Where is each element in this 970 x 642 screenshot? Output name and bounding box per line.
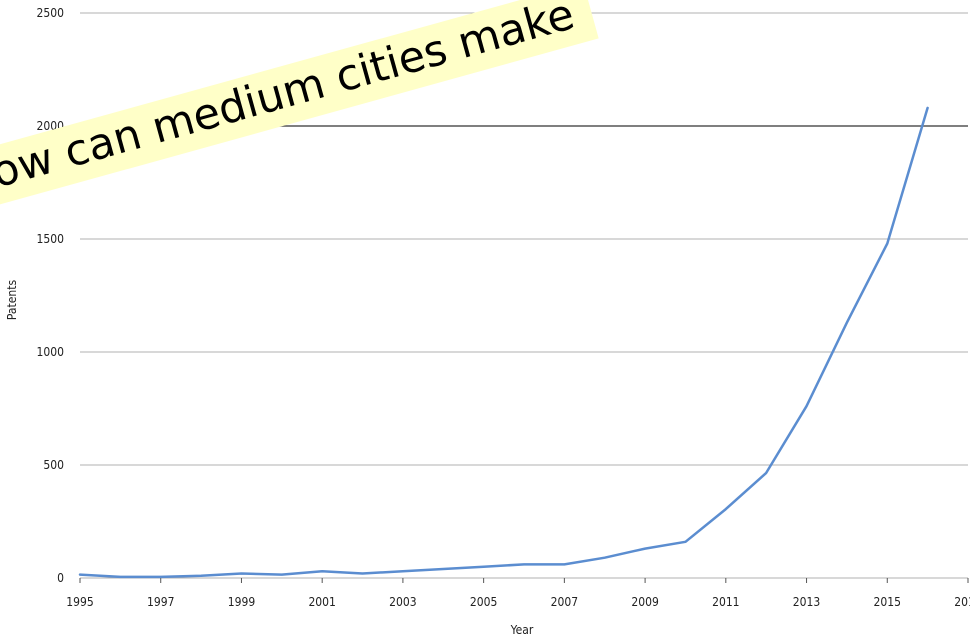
y-axis-title: Patents xyxy=(5,280,19,321)
x-tick-label: 2005 xyxy=(470,595,497,609)
series-layer xyxy=(78,106,929,579)
y-tick-label: 1500 xyxy=(37,232,65,246)
x-tick-label: 2001 xyxy=(308,595,335,609)
y-tick-label: 2500 xyxy=(37,6,65,20)
y-tick-label: 1000 xyxy=(37,345,65,359)
x-tick-label: 2017 xyxy=(954,595,970,609)
x-tick-label: 1999 xyxy=(228,595,256,609)
x-tick-label: 1995 xyxy=(66,595,93,609)
x-tick-label: 1997 xyxy=(147,595,174,609)
x-tick-label: 2003 xyxy=(389,595,416,609)
x-tick-label: 2011 xyxy=(712,595,739,609)
x-tick-label: 2015 xyxy=(874,595,901,609)
series-line xyxy=(78,106,929,579)
x-tick-label: 2007 xyxy=(551,595,578,609)
y-tick-label: 500 xyxy=(43,458,64,472)
x-axis-title: Year xyxy=(510,623,534,637)
y-tick-label: 0 xyxy=(57,571,64,585)
x-tick-label: 2013 xyxy=(793,595,820,609)
x-axis-ticks: 1995 1997 1999 2001 2003 2005 2007 2009 2011 2013… xyxy=(66,578,970,609)
x-tick-label: 2009 xyxy=(631,595,659,609)
